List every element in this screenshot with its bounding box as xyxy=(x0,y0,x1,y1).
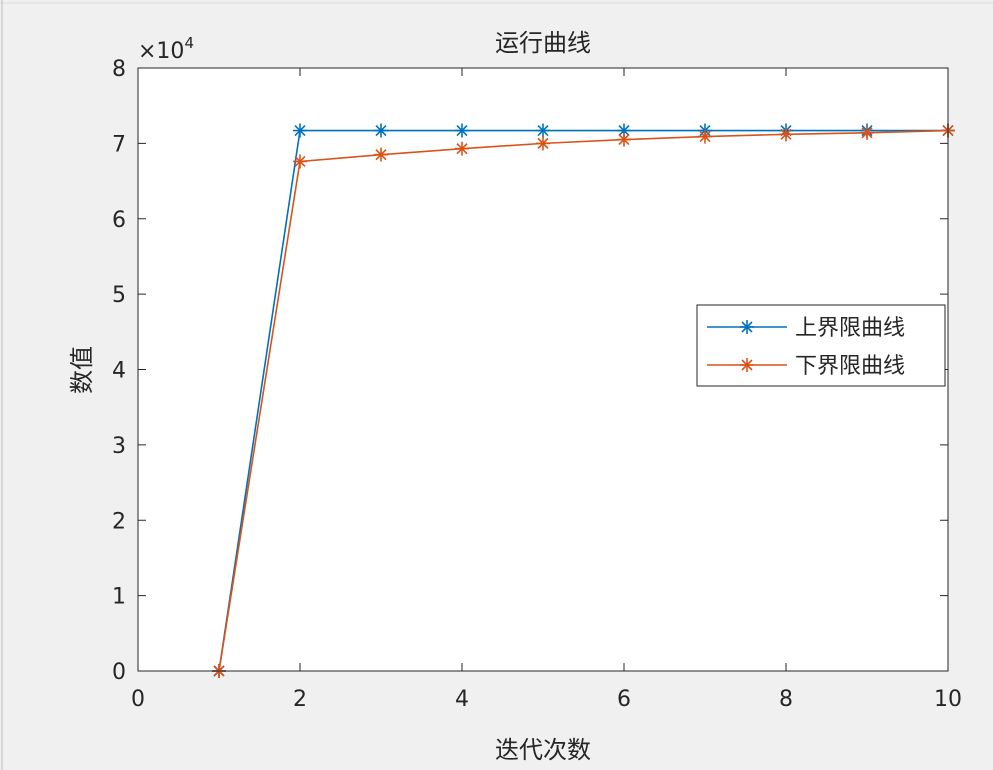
legend-entry-1: 上界限曲线 xyxy=(707,316,905,341)
series-2-point xyxy=(374,147,388,162)
y-tick-label: 7 xyxy=(112,132,126,157)
series-2-point xyxy=(860,125,874,140)
y-tick-label: 0 xyxy=(112,660,126,685)
legend-entry-2: 下界限曲线 xyxy=(707,354,905,379)
x-tick-label: 4 xyxy=(455,687,469,712)
series-2-point xyxy=(617,132,631,147)
chart-title: 运行曲线 xyxy=(495,29,591,57)
y-tick-label: 5 xyxy=(112,283,126,308)
legend-label: 上界限曲线 xyxy=(795,316,905,341)
x-tick-label: 6 xyxy=(617,687,631,712)
series-layer xyxy=(212,123,955,678)
series-1-point xyxy=(455,123,469,138)
y-tick-label: 3 xyxy=(112,434,126,459)
y-exponent-label: ×104 xyxy=(138,34,194,64)
x-tick-label: 8 xyxy=(779,687,793,712)
series-2-point xyxy=(455,141,469,156)
legend-marker xyxy=(740,358,754,372)
y-tick-label: 1 xyxy=(112,585,126,610)
x-tick-label: 2 xyxy=(293,687,307,712)
series-1-line xyxy=(218,129,948,672)
y-tick-label: 4 xyxy=(112,359,126,384)
x-tick-label: 0 xyxy=(131,687,145,712)
y-axis-label: 数值 xyxy=(68,346,96,394)
axes-ticks: 0 2 4 6 8 10 0 1 2 3 4 5 6 7 8 xyxy=(112,57,962,712)
y-exponent-base: ×10 xyxy=(138,39,184,64)
series-1-point xyxy=(374,123,388,138)
y-exponent-power: 4 xyxy=(184,34,194,52)
series-2-point xyxy=(293,154,307,169)
series-2-point xyxy=(698,129,712,144)
y-tick-label: 2 xyxy=(112,509,126,534)
plot-frame xyxy=(137,67,949,672)
series-2-point xyxy=(536,136,550,151)
legend-label: 下界限曲线 xyxy=(795,354,905,379)
series-1-point xyxy=(293,123,307,138)
y-tick-label: 8 xyxy=(112,57,126,82)
x-tick-label: 10 xyxy=(934,687,962,712)
series-2-point xyxy=(779,127,793,142)
legend-marker xyxy=(740,320,754,334)
x-axis-label: 迭代次数 xyxy=(495,736,591,764)
series-1-point xyxy=(536,123,550,138)
series-2-line xyxy=(218,129,949,672)
legend-box xyxy=(696,304,946,387)
y-tick-label: 6 xyxy=(112,208,126,233)
